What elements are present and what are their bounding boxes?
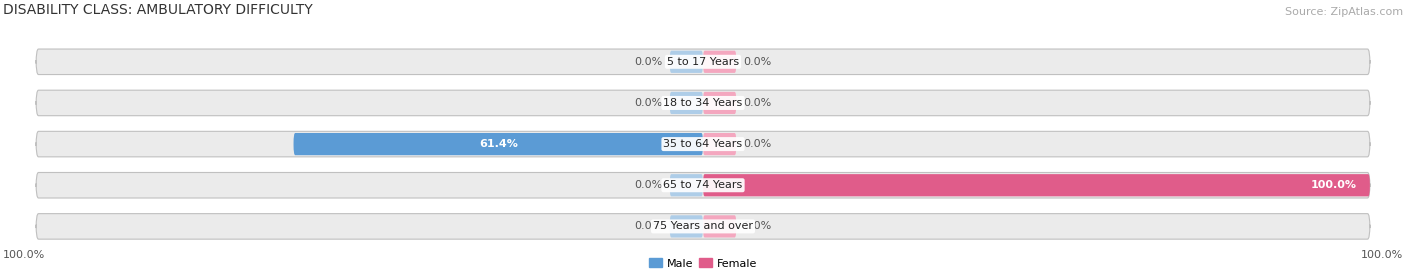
FancyBboxPatch shape xyxy=(669,92,703,114)
Text: 5 to 17 Years: 5 to 17 Years xyxy=(666,57,740,67)
Text: 65 to 74 Years: 65 to 74 Years xyxy=(664,180,742,190)
Text: 0.0%: 0.0% xyxy=(634,57,664,67)
FancyBboxPatch shape xyxy=(37,214,1369,239)
FancyBboxPatch shape xyxy=(703,51,737,73)
Text: DISABILITY CLASS: AMBULATORY DIFFICULTY: DISABILITY CLASS: AMBULATORY DIFFICULTY xyxy=(3,2,312,16)
Legend: Male, Female: Male, Female xyxy=(650,258,756,268)
Text: 75 Years and over: 75 Years and over xyxy=(652,221,754,231)
Text: 0.0%: 0.0% xyxy=(742,57,772,67)
Text: 100.0%: 100.0% xyxy=(1310,180,1357,190)
Text: 0.0%: 0.0% xyxy=(742,139,772,149)
Text: 0.0%: 0.0% xyxy=(634,98,664,108)
Text: 35 to 64 Years: 35 to 64 Years xyxy=(664,139,742,149)
FancyBboxPatch shape xyxy=(669,215,703,238)
FancyBboxPatch shape xyxy=(37,131,1369,157)
Text: 0.0%: 0.0% xyxy=(634,221,664,231)
FancyBboxPatch shape xyxy=(703,133,737,155)
Text: 0.0%: 0.0% xyxy=(742,98,772,108)
Text: 18 to 34 Years: 18 to 34 Years xyxy=(664,98,742,108)
Text: Source: ZipAtlas.com: Source: ZipAtlas.com xyxy=(1285,6,1403,16)
FancyBboxPatch shape xyxy=(669,174,703,196)
Text: 61.4%: 61.4% xyxy=(479,139,517,149)
FancyBboxPatch shape xyxy=(37,49,1369,75)
FancyBboxPatch shape xyxy=(703,92,737,114)
FancyBboxPatch shape xyxy=(294,133,703,155)
Text: 0.0%: 0.0% xyxy=(634,180,664,190)
FancyBboxPatch shape xyxy=(703,215,737,238)
Text: 100.0%: 100.0% xyxy=(1361,250,1403,260)
Text: 0.0%: 0.0% xyxy=(742,221,772,231)
FancyBboxPatch shape xyxy=(669,51,703,73)
FancyBboxPatch shape xyxy=(37,90,1369,116)
Text: 100.0%: 100.0% xyxy=(3,250,45,260)
FancyBboxPatch shape xyxy=(37,172,1369,198)
FancyBboxPatch shape xyxy=(703,174,1369,196)
